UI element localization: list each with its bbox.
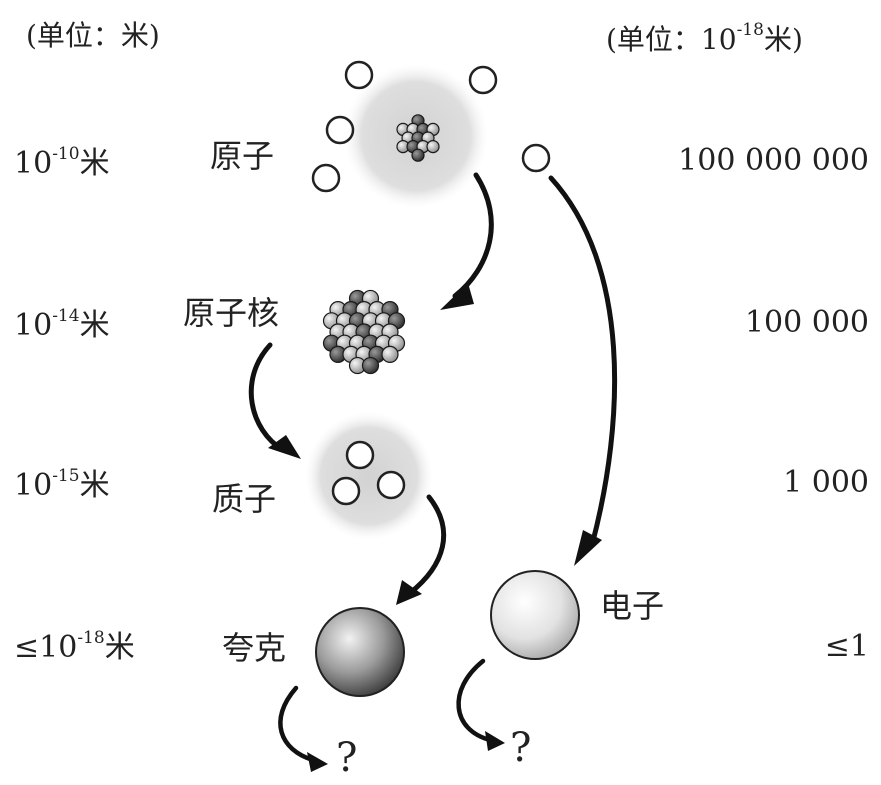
arrowhead-quark-to-unknown [307, 752, 328, 772]
arrowhead-nucleus-to-proton [268, 435, 301, 459]
size-proton-exponent: -15 [52, 466, 80, 486]
label-atom: 原子 [210, 137, 275, 175]
atom-electron-dots [311, 60, 551, 193]
arrow-proton-to-quark [407, 494, 447, 596]
atom-nucleus [396, 114, 440, 162]
size-atom-base: 10 [14, 146, 53, 181]
nucleus-graphic [322, 289, 406, 375]
size-proton-unit: 米 [79, 468, 110, 503]
nucleus-nucleon [361, 356, 380, 375]
left-unit-header: (单位：米) [26, 19, 160, 52]
right-unit-prefix: (单位：10 [606, 23, 737, 56]
label-proton: 质子 [212, 480, 277, 518]
nucleus-nucleon [381, 345, 399, 363]
value-nucleus: 100 000 [744, 305, 869, 340]
size-atom-unit: 米 [79, 146, 110, 181]
atom-graphic [311, 60, 551, 208]
unknown-after-electron: ? [510, 725, 532, 771]
size-quark-base: ≤10 [14, 630, 78, 665]
quark-sphere [315, 607, 405, 697]
arrowhead-atom-to-electron [574, 530, 602, 566]
arrow-atom-to-electron [548, 175, 618, 548]
arrow-nucleus-to-proton [248, 342, 286, 453]
right-unit-suffix: 米) [763, 23, 803, 56]
label-quark: 夸克 [222, 629, 287, 667]
atom-nucleus-nucleon [426, 140, 440, 154]
value-quark: ≤1 [824, 629, 869, 664]
size-quark: ≤10-18米 [14, 630, 135, 663]
arrowhead-atom-to-nucleus [440, 283, 474, 310]
arrowhead-electron-to-unknown [485, 731, 505, 751]
size-nucleus: 10-14米 [14, 308, 110, 341]
arrowhead-proton-to-quark [396, 580, 422, 605]
right-unit-header: (单位：10-18米) [606, 22, 803, 54]
size-proton-base: 10 [14, 468, 53, 503]
arrow-atom-to-nucleus [452, 172, 494, 299]
size-nucleus-exponent: -14 [52, 306, 80, 326]
arrow-electron-to-unknown [456, 658, 493, 743]
size-quark-unit: 米 [104, 630, 135, 665]
atom-nucleus-nucleon [411, 148, 425, 162]
proton-halo [305, 412, 433, 540]
size-nucleus-unit: 米 [79, 308, 110, 343]
proton-graphic [305, 412, 433, 540]
arrow-quark-to-unknown [278, 685, 316, 763]
value-proton: 1 000 [783, 465, 869, 500]
value-atom: 100 000 000 [678, 143, 869, 178]
label-electron: 电子 [600, 587, 665, 625]
label-nucleus: 原子核 [183, 294, 280, 332]
size-atom-exponent: -10 [52, 144, 80, 164]
unknown-after-quark: ? [336, 735, 358, 781]
proton-quark-dots [331, 440, 406, 506]
size-quark-exponent: -18 [77, 628, 105, 648]
size-nucleus-base: 10 [14, 308, 53, 343]
electron-sphere [490, 570, 580, 660]
size-proton: 10-15米 [14, 468, 110, 501]
size-atom: 10-10米 [14, 146, 110, 179]
right-unit-exponent: -18 [736, 20, 764, 40]
